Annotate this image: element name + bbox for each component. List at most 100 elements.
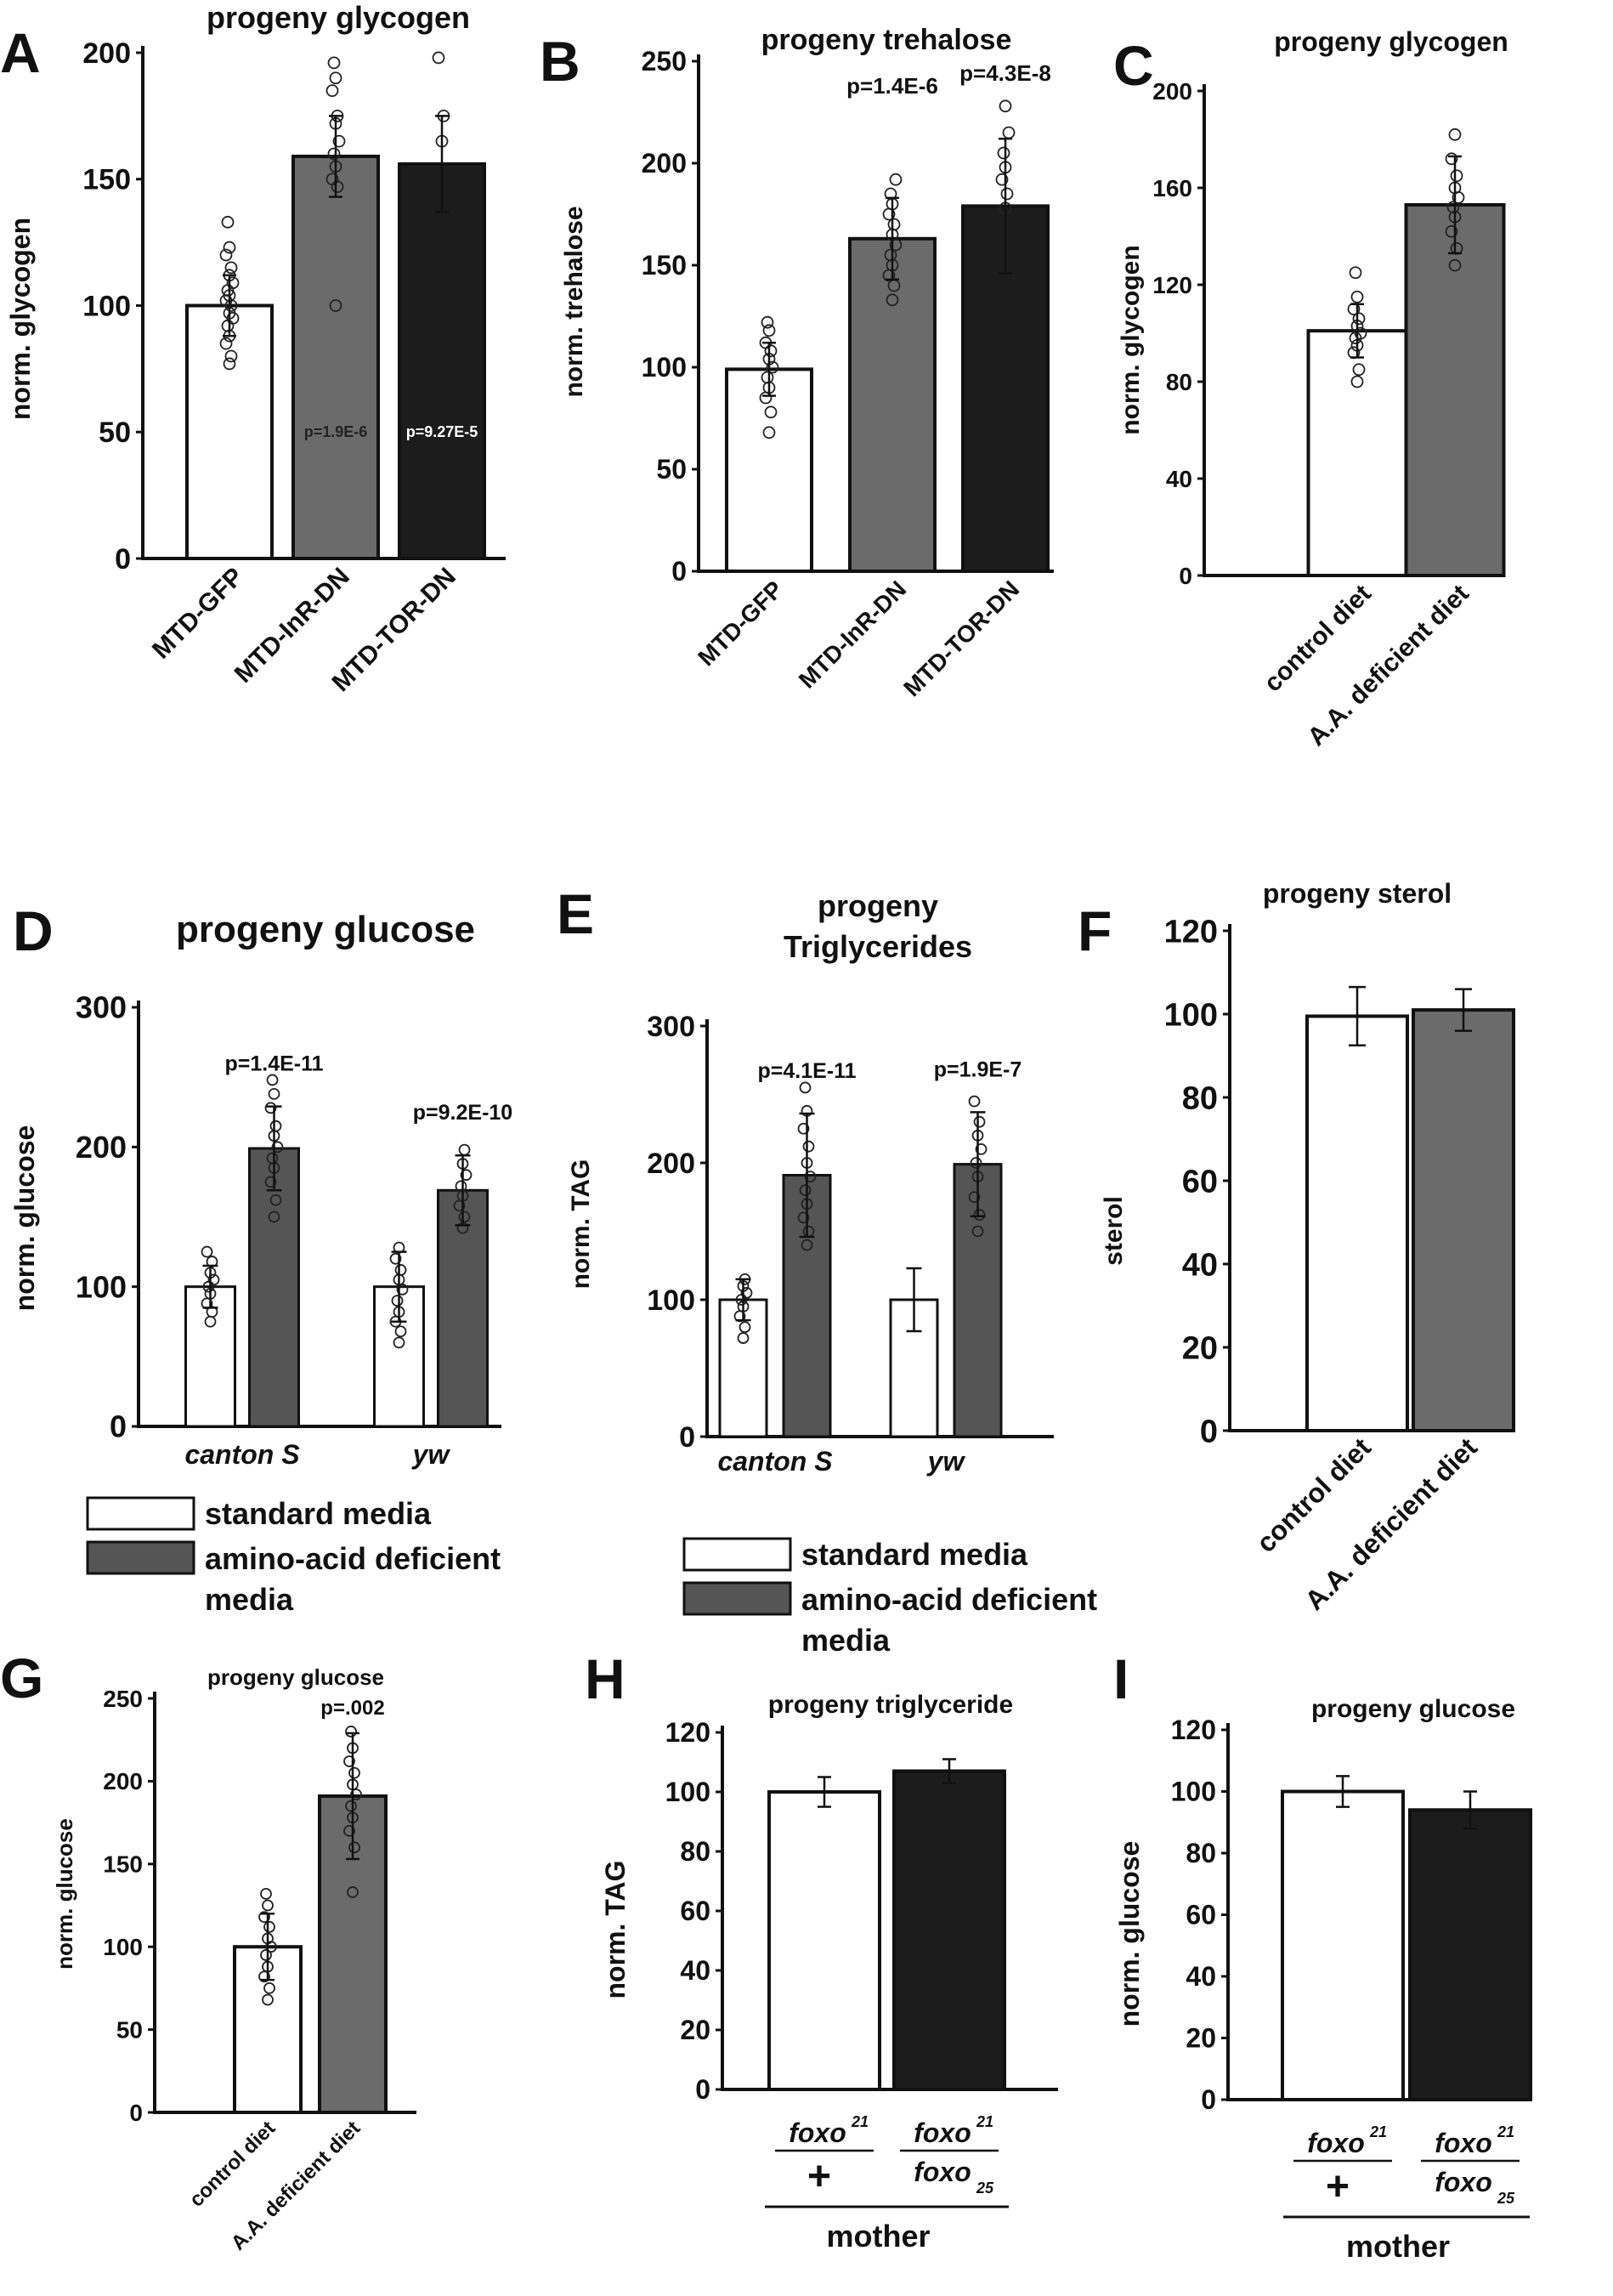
bar-A-2 [398, 162, 486, 560]
y-tick-label-H-2: 40 [680, 1955, 710, 1986]
data-point-A-0-11 [226, 276, 240, 290]
y-tick-label-H-0: 0 [695, 2074, 710, 2105]
data-point-E-0-0-1 [739, 1321, 751, 1334]
p-value-D-1: p=9.2E-10 [413, 1101, 512, 1125]
data-point-G-0-9 [262, 1899, 274, 1912]
data-point-A-1-8 [325, 84, 339, 98]
data-point-D-0-0-8 [201, 1245, 213, 1258]
y-axis-label-A: norm. glycogen [5, 218, 36, 420]
y-tick-label-D-3: 300 [76, 990, 127, 1025]
data-point-D-0-1-1 [269, 1193, 282, 1206]
genotype-bottom-sup-H-1: 25 [976, 2180, 994, 2197]
y-tick-label-A-1: 50 [99, 417, 131, 449]
data-point-G-0-10 [260, 1887, 272, 1900]
legend-swatch-D-1 [86, 1540, 195, 1575]
y-tick-label-C-5: 200 [1152, 78, 1192, 105]
data-point-G-0-1 [263, 1981, 275, 1994]
data-point-E-0-1-5 [804, 1171, 817, 1182]
y-tick-label-I-6: 120 [1171, 1715, 1216, 1745]
data-point-B-2-4 [997, 146, 1010, 160]
data-point-A-2-2 [432, 51, 445, 65]
data-point-D-0-0-5 [207, 1273, 220, 1286]
y-tick-label-E-0: 0 [679, 1421, 695, 1454]
bar-H-0 [767, 1790, 881, 2091]
bar-B-0 [725, 367, 813, 573]
genotype-top-sup-H-0: 21 [851, 2113, 869, 2130]
data-point-G-1-7 [348, 1766, 360, 1779]
data-point-G-1-10 [345, 1726, 357, 1738]
y-axis-label-B: norm. trehalose [560, 206, 588, 397]
data-point-A-1-4 [327, 147, 341, 161]
y-axis-label-F: sterol [1100, 1196, 1128, 1266]
data-point-E-0-1-4 [799, 1184, 812, 1197]
panel-letter-G: G [0, 1647, 43, 1709]
y-axis-label-D: norm. glucose [9, 1125, 40, 1312]
y-tick-label-I-0: 0 [1201, 2084, 1216, 2115]
data-point-D-0-1-5 [271, 1141, 284, 1154]
y-tick-label-G-3: 150 [103, 1851, 143, 1878]
y-tick-label-F-5: 100 [1164, 997, 1218, 1033]
data-point-B-0-7 [764, 344, 778, 358]
data-point-E-1-1-7 [973, 1115, 986, 1128]
chart-title-G: progeny glucose [207, 1664, 384, 1690]
data-point-D-1-0-1 [394, 1325, 407, 1338]
y-tick-label-G-4: 200 [103, 1768, 143, 1794]
bar-annotation-A-1: p=1.9E-6 [304, 423, 368, 440]
y-tick-label-B-0: 0 [671, 556, 687, 587]
bar-F-0 [1305, 1014, 1409, 1432]
data-point-C-0-1 [1352, 363, 1366, 377]
y-axis-label-I: norm. glucose [1114, 1841, 1145, 2027]
y-tick-label-B-2: 100 [642, 352, 687, 383]
bar-C-1 [1404, 202, 1506, 577]
y-tick-label-F-1: 20 [1182, 1330, 1218, 1366]
data-point-G-0-8 [258, 1911, 270, 1924]
data-point-D-0-1-10 [266, 1074, 279, 1086]
data-point-E-1-1-1 [973, 1209, 986, 1222]
data-point-E-0-1-10 [799, 1081, 812, 1094]
y-tick-label-F-4: 80 [1182, 1080, 1218, 1116]
y-tick-label-H-5: 100 [665, 1777, 710, 1807]
y-tick-label-G-5: 250 [103, 1686, 143, 1712]
genotype-top-H-1: foxo [914, 2117, 971, 2148]
y-axis-label-G: norm. glucose [52, 1818, 77, 1970]
data-point-G-0-2 [258, 1970, 270, 1983]
data-point-G-1-5 [350, 1789, 362, 1800]
data-point-D-1-1-5 [460, 1169, 473, 1182]
group-label-H: mother [826, 2219, 930, 2253]
genotype-top-I-1: foxo [1435, 2128, 1492, 2158]
chart-title-C: progeny glycogen [1274, 26, 1508, 57]
data-point-A-1-10 [327, 56, 341, 70]
chart-subtitle-E: Triglycerides [784, 929, 972, 964]
data-point-D-1-0-4 [391, 1295, 404, 1307]
data-point-D-1-0-0 [393, 1336, 405, 1349]
legend-label-D-1: amino-acid deficient [205, 1541, 501, 1576]
y-tick-label-I-1: 20 [1186, 2023, 1216, 2054]
data-point-C-1-2 [1445, 224, 1458, 238]
x-tick-label-B-0: MTD-GFP [693, 575, 788, 671]
genotype-top-sup-I-1: 21 [1497, 2123, 1514, 2140]
data-point-B-1-0 [886, 293, 899, 307]
data-point-E-1-1-0 [971, 1225, 984, 1238]
bar-H-1 [892, 1769, 1006, 2091]
panel-letter-D: D [13, 899, 54, 962]
y-axis-label-E: norm. TAG [567, 1159, 595, 1290]
y-tick-label-G-2: 100 [103, 1934, 143, 1960]
data-point-C-0-10 [1349, 266, 1362, 280]
data-point-G-0-4 [260, 1949, 272, 1961]
data-point-G-0-0 [262, 1993, 274, 2006]
data-point-D-1-0-8 [389, 1252, 402, 1265]
data-point-C-0-7 [1352, 312, 1366, 326]
category-label-E-1: yw [926, 1446, 966, 1477]
y-tick-label-H-1: 20 [680, 2015, 710, 2045]
y-tick-label-H-4: 80 [680, 1836, 710, 1867]
y-tick-label-C-3: 120 [1152, 272, 1192, 298]
category-label-D-1: yw [411, 1439, 451, 1470]
p-value-B-2: p=4.3E-8 [959, 60, 1051, 86]
data-point-B-0-10 [761, 315, 774, 329]
panel-letter-E: E [557, 882, 594, 945]
